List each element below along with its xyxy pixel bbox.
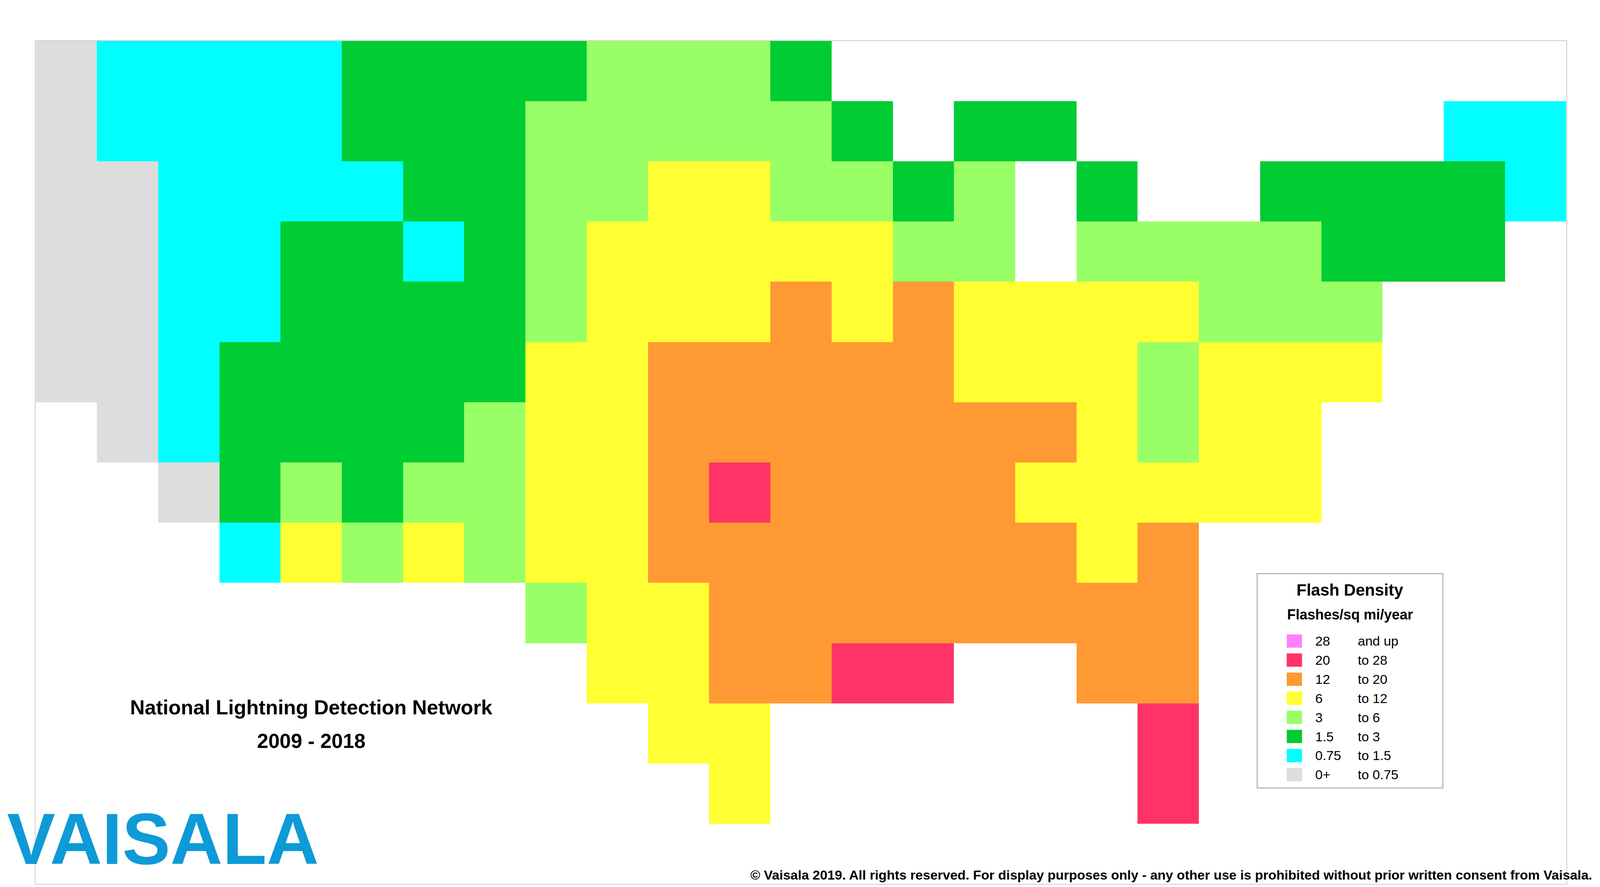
svg-text:to 3: to 3 [1357, 729, 1381, 745]
svg-text:and up: and up [1357, 633, 1399, 649]
svg-text:VAISALA: VAISALA [7, 798, 319, 880]
svg-text:© Vaisala 2019. All rights res: © Vaisala 2019. All rights reserved. For… [750, 867, 1593, 883]
svg-text:2009 - 2018: 2009 - 2018 [257, 729, 366, 753]
svg-text:12: 12 [1315, 671, 1331, 687]
svg-text:0+: 0+ [1315, 767, 1331, 783]
svg-text:to 20: to 20 [1357, 671, 1388, 687]
svg-text:6: 6 [1315, 691, 1323, 706]
svg-text:3: 3 [1315, 710, 1323, 725]
svg-text:28: 28 [1315, 633, 1331, 649]
svg-text:0.75: 0.75 [1315, 748, 1342, 763]
svg-text:Flashes/sq mi/year: Flashes/sq mi/year [1287, 606, 1413, 623]
svg-text:to 0.75: to 0.75 [1357, 767, 1399, 783]
svg-text:to 6: to 6 [1357, 710, 1381, 725]
svg-text:to 1.5: to 1.5 [1357, 748, 1392, 763]
svg-text:to 12: to 12 [1357, 691, 1388, 706]
svg-text:to 28: to 28 [1357, 652, 1388, 668]
svg-text:1.5: 1.5 [1315, 729, 1334, 745]
svg-text:National Lightning Detection N: National Lightning Detection Network [130, 696, 493, 719]
svg-text:Flash Density: Flash Density [1296, 580, 1404, 600]
svg-text:20: 20 [1315, 652, 1331, 668]
